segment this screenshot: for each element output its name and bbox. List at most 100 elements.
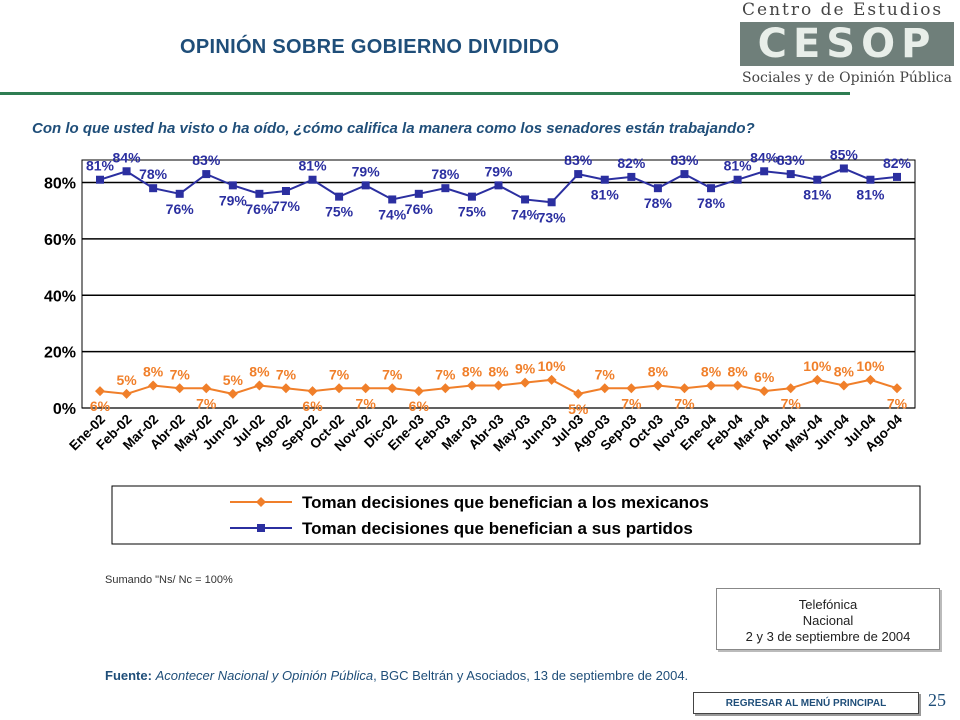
data-point — [812, 374, 823, 385]
title-divider — [0, 92, 850, 95]
data-label: 8% — [143, 363, 164, 379]
page-title: OPINIÓN SOBRE GOBIERNO DIVIDIDO — [180, 36, 560, 58]
data-label: 77% — [272, 198, 301, 214]
data-label: 7% — [170, 366, 191, 382]
y-tick-label: 80% — [44, 176, 76, 193]
data-point — [335, 192, 344, 201]
data-label: 84% — [750, 150, 779, 165]
data-label: 78% — [431, 166, 460, 182]
data-label: 7% — [435, 366, 456, 382]
data-point — [388, 195, 397, 204]
data-point — [493, 380, 504, 391]
data-label: 7% — [781, 395, 802, 411]
data-label: 81% — [803, 187, 832, 203]
source-publication: Acontecer Nacional y Opinión Pública — [155, 668, 374, 683]
data-point — [148, 380, 159, 391]
data-point — [838, 380, 849, 391]
legend-box — [111, 485, 921, 545]
data-point — [281, 187, 290, 195]
survey-question: Con lo que usted ha visto o ha oído, ¿có… — [32, 120, 755, 137]
data-point — [653, 184, 662, 193]
data-label: 7% — [887, 395, 908, 411]
data-point — [334, 383, 345, 394]
data-label: 78% — [697, 195, 726, 211]
data-label: 8% — [648, 363, 669, 379]
line-chart: 0%20%40%60%80%Ene-02Feb-02Mar-02Abr-02Ma… — [44, 150, 921, 545]
data-point — [174, 383, 185, 394]
data-label: 76% — [245, 201, 274, 217]
data-point — [679, 383, 690, 394]
legend-label: Toman decisiones que benefician a sus pa… — [302, 519, 693, 538]
method-type: Telefónica — [798, 597, 858, 612]
data-label: 79% — [352, 163, 381, 179]
y-tick-label: 0% — [53, 401, 76, 418]
data-point — [307, 386, 318, 397]
data-point — [227, 388, 238, 399]
data-label: 7% — [382, 366, 403, 382]
data-label: 83% — [670, 152, 699, 168]
method-date: 2 y 3 de septiembre de 2004 — [745, 629, 911, 644]
data-label: 7% — [595, 366, 616, 382]
legend-marker — [257, 524, 265, 532]
data-point — [627, 172, 636, 181]
data-label: 74% — [378, 206, 407, 222]
data-label: 82% — [883, 155, 912, 171]
y-tick-label: 40% — [44, 288, 76, 305]
data-point — [414, 189, 423, 198]
data-label: 10% — [538, 358, 567, 374]
cesop-logo: Centro de Estudios CESOP Sociales y de O… — [738, 0, 960, 92]
data-point — [494, 181, 503, 190]
data-point — [547, 198, 556, 207]
data-label: 78% — [644, 195, 673, 211]
legend-label: Toman decisiones que benefician a los me… — [302, 493, 709, 512]
data-label: 81% — [724, 158, 753, 174]
data-label: 75% — [325, 204, 354, 220]
data-label: 8% — [727, 363, 748, 379]
data-point — [813, 175, 822, 184]
data-point — [893, 172, 901, 181]
logo-wordmark: CESOP — [740, 22, 954, 66]
data-label: 83% — [192, 152, 221, 168]
data-point — [865, 374, 876, 385]
data-label: 8% — [249, 363, 270, 379]
main-menu-button[interactable]: REGRESAR AL MENÚ PRINCIPAL — [693, 692, 919, 714]
y-tick-label: 60% — [44, 232, 76, 249]
source-label: Fuente: — [105, 668, 152, 683]
data-point — [441, 184, 450, 193]
y-tick-label: 20% — [44, 345, 76, 362]
data-label: 78% — [139, 166, 168, 182]
data-label: 5% — [116, 372, 137, 388]
data-point — [680, 170, 689, 179]
data-point — [121, 388, 132, 399]
data-point — [201, 383, 212, 394]
logo-bottom-text: Sociales y de Opinión Pública — [742, 70, 952, 86]
page-number: 25 — [928, 690, 946, 710]
source-rest: , BGC Beltrán y Asociados, 13 de septiem… — [373, 668, 689, 683]
data-point — [785, 383, 796, 394]
data-label: 8% — [488, 363, 509, 379]
data-label: 7% — [329, 366, 350, 382]
data-label: 79% — [219, 192, 248, 208]
data-label: 81% — [856, 187, 885, 203]
data-label: 6% — [754, 369, 775, 385]
data-point — [599, 383, 610, 394]
data-point — [360, 383, 371, 394]
data-label: 5% — [568, 401, 589, 417]
data-label: 8% — [834, 363, 855, 379]
data-label: 84% — [113, 150, 142, 165]
data-label: 79% — [484, 163, 513, 179]
data-point — [254, 380, 265, 391]
data-point — [866, 175, 875, 184]
data-point — [149, 184, 158, 193]
data-label: 85% — [830, 150, 859, 162]
method-box: Telefónica Nacional 2 y 3 de septiembre … — [716, 588, 940, 650]
data-point — [574, 170, 583, 179]
data-point — [626, 383, 637, 394]
data-label: 7% — [621, 395, 642, 411]
data-label: 10% — [803, 358, 832, 374]
data-point — [280, 383, 291, 394]
data-point — [759, 386, 770, 397]
data-point — [228, 181, 237, 190]
data-point — [733, 175, 742, 184]
data-point — [467, 192, 476, 201]
